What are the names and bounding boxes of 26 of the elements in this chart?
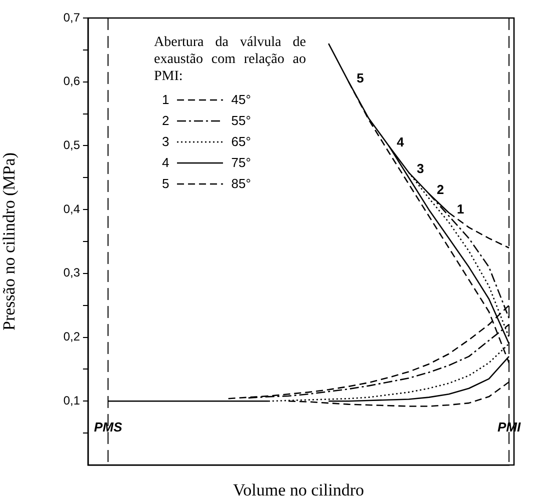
text: 2 bbox=[162, 113, 170, 128]
y-tick-label: 0,3 bbox=[63, 266, 80, 280]
y-tick-label: 0,6 bbox=[63, 74, 80, 88]
legend-label: 55° bbox=[231, 112, 251, 129]
text: 1 bbox=[162, 92, 170, 107]
legend-title: Abertura da válvula de exaustão com relação ao PMI: bbox=[154, 34, 306, 85]
legend-label: 45° bbox=[231, 91, 251, 108]
legend-label: 65° bbox=[231, 133, 251, 150]
annotation: 2 bbox=[436, 182, 444, 198]
y-tick-label: 0,4 bbox=[63, 202, 80, 216]
x-tick-label: PMS bbox=[94, 420, 122, 435]
annotation: 4 bbox=[396, 134, 405, 150]
y-tick-label: 0,5 bbox=[63, 138, 80, 152]
y-axis-title: Pressão no cilindro (MPa) bbox=[0, 152, 19, 331]
x-axis-title: Volume no cilindro bbox=[233, 480, 364, 500]
y-tick-label: 0,1 bbox=[63, 393, 80, 408]
legend-label: 85° bbox=[231, 175, 251, 192]
annotation: 1 bbox=[456, 201, 464, 216]
annotation: 3 bbox=[416, 161, 424, 176]
text: 5 bbox=[162, 176, 170, 191]
legend-label: 75° bbox=[231, 154, 251, 171]
y-tick-label: 0,7 bbox=[63, 10, 80, 24]
annotation: 5 bbox=[356, 70, 364, 86]
text: 3 bbox=[162, 134, 170, 149]
y-tick-label: 0,2 bbox=[63, 330, 80, 344]
text: 4 bbox=[162, 155, 170, 170]
